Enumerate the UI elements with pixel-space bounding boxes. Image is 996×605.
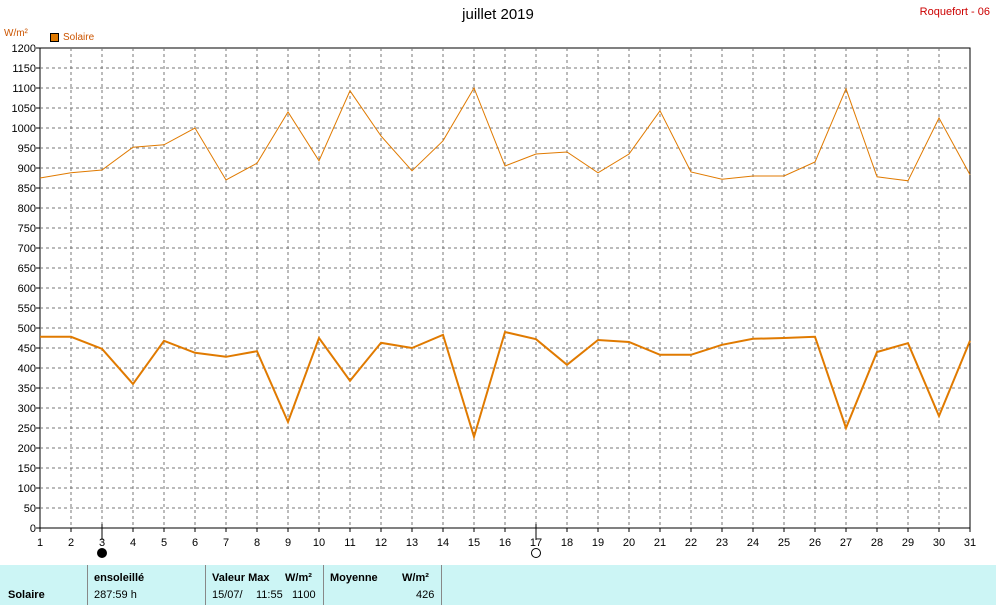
x-tick-label: 27 bbox=[840, 537, 852, 549]
y-tick-label: 150 bbox=[18, 463, 36, 475]
station-name: Roquefort - 06 bbox=[919, 6, 990, 18]
y-tick-label: 400 bbox=[18, 363, 36, 375]
x-tick-label: 12 bbox=[375, 537, 387, 549]
x-tick-label: 11 bbox=[344, 537, 355, 549]
x-tick-label: 7 bbox=[223, 537, 229, 549]
y-tick-label: 750 bbox=[18, 223, 36, 235]
y-tick-label: 250 bbox=[18, 423, 36, 435]
summary-series-label: Solaire bbox=[8, 589, 45, 601]
y-tick-label: 100 bbox=[18, 483, 36, 495]
chart-title: juillet 2019 bbox=[462, 6, 534, 23]
y-tick-label: 200 bbox=[18, 443, 36, 455]
x-tick-label: 23 bbox=[716, 537, 728, 549]
x-tick-label: 22 bbox=[685, 537, 697, 549]
y-tick-label: 700 bbox=[18, 243, 36, 255]
x-tick-label: 24 bbox=[747, 537, 759, 549]
y-tick-label: 1050 bbox=[12, 103, 36, 115]
x-tick-label: 17 bbox=[530, 537, 542, 549]
x-tick-label: 9 bbox=[285, 537, 291, 549]
new-moon-icon bbox=[97, 548, 107, 558]
x-tick-label: 19 bbox=[592, 537, 604, 549]
sunshine-value: 287:59 h bbox=[94, 589, 137, 601]
x-tick-label: 5 bbox=[161, 537, 167, 549]
y-tick-label: 1150 bbox=[12, 63, 36, 75]
x-tick-label: 31 bbox=[964, 537, 976, 549]
y-tick-label: 550 bbox=[18, 303, 36, 315]
summary-max-cell: Valeur Max W/m² 15/07/ 11:55 1100 bbox=[206, 565, 324, 605]
summary-mean-cell: Moyenne W/m² 426 bbox=[324, 565, 442, 605]
x-tick-label: 14 bbox=[437, 537, 449, 549]
summary-series-cell: Solaire bbox=[0, 565, 88, 605]
x-tick-label: 18 bbox=[561, 537, 573, 549]
x-tick-label: 30 bbox=[933, 537, 945, 549]
max-value: 1100 bbox=[292, 589, 316, 601]
x-tick-label: 25 bbox=[778, 537, 790, 549]
y-tick-label: 1100 bbox=[12, 83, 36, 95]
chart-area: 0 50 100 150 200 250 300 350 400 450 500 550 600 650 7… bbox=[12, 43, 977, 549]
mean-value: 426 bbox=[416, 589, 435, 601]
x-tick-label: 26 bbox=[809, 537, 821, 549]
max-unit: W/m² bbox=[285, 572, 312, 584]
y-tick-label: 950 bbox=[18, 143, 36, 155]
y-tick-label: 450 bbox=[18, 343, 36, 355]
x-tick-label: 6 bbox=[192, 537, 198, 549]
x-tick-label: 15 bbox=[468, 537, 480, 549]
mean-header: Moyenne bbox=[330, 572, 378, 584]
x-tick-label: 21 bbox=[654, 537, 666, 549]
summary-bar: Solaire ensoleillé 287:59 h Valeur Max W… bbox=[0, 565, 996, 605]
x-tick-label: 4 bbox=[130, 537, 136, 549]
x-tick-label: 8 bbox=[254, 537, 260, 549]
x-tick-label: 2 bbox=[68, 537, 74, 549]
y-tick-label: 0 bbox=[30, 523, 36, 535]
legend-swatch bbox=[50, 33, 59, 42]
max-header: Valeur Max bbox=[212, 572, 270, 584]
y-tick-label: 1200 bbox=[12, 43, 36, 55]
x-tick-label: 16 bbox=[499, 537, 511, 549]
max-time: 11:55 bbox=[256, 589, 283, 601]
x-tick-label: 20 bbox=[623, 537, 635, 549]
y-tick-label: 1000 bbox=[12, 123, 36, 135]
max-date: 15/07/ bbox=[212, 589, 243, 601]
x-tick-label: 10 bbox=[313, 537, 325, 549]
sunshine-header: ensoleillé bbox=[94, 572, 145, 584]
mean-series-line bbox=[40, 330, 971, 441]
legend-label: Solaire bbox=[63, 32, 95, 43]
summary-sunshine-cell: ensoleillé 287:59 h bbox=[88, 565, 206, 605]
y-tick-label: 500 bbox=[18, 323, 36, 335]
legend: Solaire bbox=[50, 32, 94, 43]
y-axis-unit: W/m² bbox=[4, 28, 28, 39]
y-tick-label: 300 bbox=[18, 403, 36, 415]
y-tick-label: 650 bbox=[18, 263, 36, 275]
y-tick-label: 850 bbox=[18, 183, 36, 195]
x-tick-label: 3 bbox=[99, 537, 105, 549]
y-tick-label: 600 bbox=[18, 283, 36, 295]
y-tick-label: 800 bbox=[18, 203, 36, 215]
x-tick-label: 13 bbox=[406, 537, 418, 549]
y-tick-label: 350 bbox=[18, 383, 36, 395]
mean-unit: W/m² bbox=[402, 572, 429, 584]
full-moon-icon bbox=[531, 548, 541, 558]
max-series-line bbox=[39, 86, 971, 182]
x-tick-label: 28 bbox=[871, 537, 883, 549]
x-tick-label: 29 bbox=[902, 537, 914, 549]
y-tick-label: 900 bbox=[18, 163, 36, 175]
x-tick-label: 1 bbox=[37, 537, 43, 549]
y-tick-label: 50 bbox=[24, 503, 36, 515]
